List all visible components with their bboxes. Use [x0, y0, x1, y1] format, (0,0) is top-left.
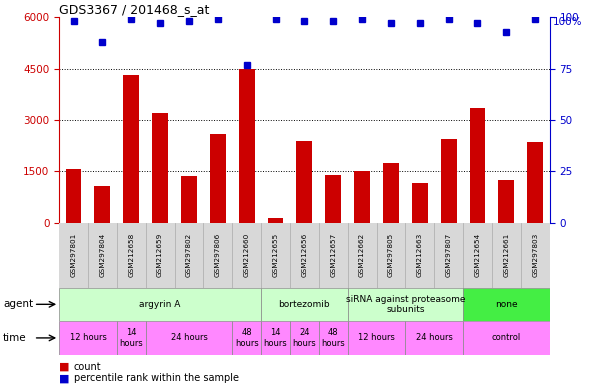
Text: siRNA against proteasome
subunits: siRNA against proteasome subunits [346, 295, 465, 314]
Text: ■: ■ [59, 373, 70, 383]
Bar [203, 223, 232, 288]
Text: GSM212657: GSM212657 [330, 233, 336, 278]
Text: GSM212662: GSM212662 [359, 233, 365, 278]
Bar [376, 223, 405, 288]
Text: 48
hours: 48 hours [322, 328, 345, 348]
Bar [232, 223, 261, 288]
Text: 14
hours: 14 hours [264, 328, 287, 348]
Bar [145, 223, 174, 288]
Text: 12 hours: 12 hours [70, 333, 106, 343]
Bar [174, 223, 203, 288]
Text: GSM297806: GSM297806 [215, 233, 221, 278]
Bar [117, 223, 145, 288]
Text: GSM212659: GSM212659 [157, 233, 163, 278]
Text: GSM297803: GSM297803 [532, 233, 538, 278]
Text: GSM212663: GSM212663 [417, 233, 423, 278]
Text: 100%: 100% [553, 17, 582, 27]
Text: GSM212656: GSM212656 [301, 233, 307, 278]
Text: GSM297807: GSM297807 [446, 233, 452, 278]
Bar [521, 223, 550, 288]
Text: GSM297801: GSM297801 [70, 233, 76, 278]
Text: bortezomib: bortezomib [278, 300, 330, 309]
Text: 12 hours: 12 hours [358, 333, 395, 343]
Bar [181, 177, 197, 223]
Bar [319, 321, 348, 355]
Text: ■: ■ [59, 362, 70, 372]
Bar [463, 321, 550, 355]
Bar [348, 223, 376, 288]
Bar [268, 218, 284, 223]
Bar [348, 288, 463, 321]
Bar [325, 175, 341, 223]
Bar [441, 139, 457, 223]
Bar [412, 183, 428, 223]
Text: 24
hours: 24 hours [293, 328, 316, 348]
Text: GSM212660: GSM212660 [243, 233, 249, 278]
Bar [463, 223, 492, 288]
Text: GSM212655: GSM212655 [272, 233, 278, 278]
Text: 48
hours: 48 hours [235, 328, 258, 348]
Text: time: time [3, 333, 27, 343]
Bar [290, 321, 319, 355]
Bar [297, 141, 312, 223]
Bar [498, 180, 514, 223]
Bar [261, 288, 348, 321]
Bar [354, 171, 370, 223]
Text: control: control [492, 333, 521, 343]
Bar [348, 321, 405, 355]
Bar [463, 288, 550, 321]
Text: GSM212654: GSM212654 [475, 233, 480, 278]
Text: GSM212661: GSM212661 [504, 233, 509, 278]
Text: 14
hours: 14 hours [119, 328, 143, 348]
Bar [145, 321, 232, 355]
Text: GSM297802: GSM297802 [186, 233, 192, 278]
Text: GSM297804: GSM297804 [99, 233, 105, 278]
Bar [239, 69, 255, 223]
Bar [383, 163, 399, 223]
Bar [527, 142, 543, 223]
Bar [88, 223, 117, 288]
Text: GSM297805: GSM297805 [388, 233, 394, 278]
Bar [470, 108, 485, 223]
Text: 24 hours: 24 hours [171, 333, 207, 343]
Text: count: count [74, 362, 102, 372]
Bar [117, 321, 145, 355]
Bar [290, 223, 319, 288]
Bar [152, 113, 168, 223]
Bar [434, 223, 463, 288]
Text: GDS3367 / 201468_s_at: GDS3367 / 201468_s_at [59, 3, 209, 16]
Bar [319, 223, 348, 288]
Bar [492, 223, 521, 288]
Text: argyrin A: argyrin A [139, 300, 181, 309]
Bar [261, 223, 290, 288]
Bar [124, 76, 139, 223]
Text: none: none [495, 300, 518, 309]
Bar [261, 321, 290, 355]
Bar [95, 186, 111, 223]
Bar [405, 223, 434, 288]
Bar [59, 223, 88, 288]
Text: agent: agent [3, 299, 33, 310]
Text: 24 hours: 24 hours [416, 333, 453, 343]
Bar [59, 321, 117, 355]
Bar [232, 321, 261, 355]
Bar [210, 134, 226, 223]
Text: GSM212658: GSM212658 [128, 233, 134, 278]
Bar [405, 321, 463, 355]
Bar [59, 288, 261, 321]
Text: percentile rank within the sample: percentile rank within the sample [74, 373, 239, 383]
Bar [66, 169, 82, 223]
